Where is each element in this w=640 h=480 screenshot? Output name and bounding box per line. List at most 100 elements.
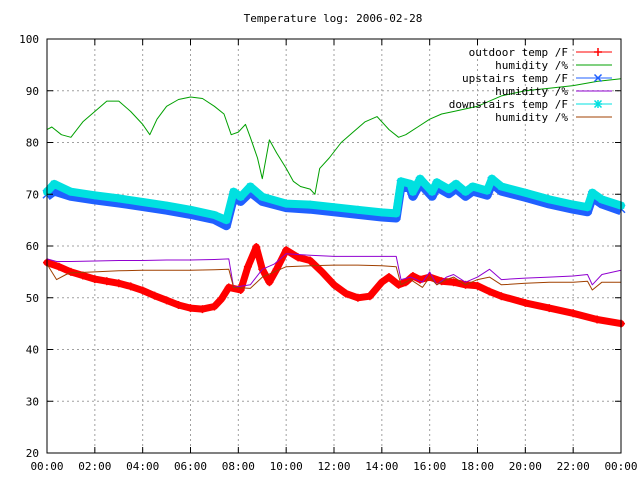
- x-tick-label: 20:00: [509, 460, 542, 473]
- series-layer: [42, 78, 626, 328]
- x-tick-label: 22:00: [557, 460, 590, 473]
- data-point: [66, 267, 75, 276]
- y-tick-label: 90: [26, 85, 39, 98]
- data-point: [90, 275, 99, 284]
- data-point: [210, 302, 219, 311]
- data-point: [330, 280, 338, 289]
- legend-entry: humidity /%: [495, 85, 612, 98]
- x-tick-label: 16:00: [413, 460, 446, 473]
- series-line: [46, 263, 622, 291]
- data-point: [198, 305, 207, 314]
- data-point: [174, 300, 183, 309]
- series-line: [43, 174, 625, 225]
- data-point: [408, 187, 417, 196]
- data-point: [353, 293, 362, 302]
- data-point: [485, 287, 494, 296]
- data-point: [377, 278, 386, 287]
- data-point: [521, 188, 530, 197]
- data-point: [114, 194, 123, 203]
- data-point: [265, 278, 274, 287]
- data-point: [396, 177, 405, 186]
- x-tick-label: 00:00: [604, 460, 637, 473]
- data-point: [90, 191, 99, 200]
- data-point: [186, 304, 195, 313]
- data-point: [483, 186, 492, 195]
- axes: 20 30 40 50 60 70 80 90 100 00:00 02:00 04:00 06:00 0…: [19, 33, 637, 473]
- data-point: [597, 195, 606, 204]
- data-point: [126, 282, 135, 291]
- data-point: [473, 281, 482, 290]
- data-point: [236, 192, 245, 201]
- x-tick-label: 08:00: [222, 460, 255, 473]
- data-point: [588, 188, 597, 197]
- y-tick-label: 100: [19, 33, 39, 46]
- data-point: [353, 205, 362, 214]
- series-4: [43, 174, 625, 225]
- legend-entry: upstairs temp /F: [462, 72, 612, 85]
- data-point: [224, 283, 233, 292]
- data-point: [428, 187, 437, 196]
- data-point: [66, 187, 75, 196]
- data-point: [330, 203, 338, 212]
- data-point: [210, 210, 219, 219]
- data-point: [365, 292, 374, 301]
- data-point: [102, 277, 111, 286]
- data-point: [545, 304, 554, 313]
- data-point: [306, 200, 315, 209]
- legend-entry: humidity /%: [495, 59, 612, 72]
- data-point: [243, 262, 252, 271]
- legend-entry: humidity /%: [495, 111, 612, 124]
- data-point: [282, 199, 291, 208]
- data-point: [392, 209, 401, 218]
- data-point: [306, 256, 315, 265]
- x-tick-label: 00:00: [30, 460, 63, 473]
- data-point: [487, 174, 496, 183]
- y-tick-label: 20: [26, 447, 39, 460]
- data-point: [258, 192, 267, 201]
- series-line: [46, 253, 622, 288]
- x-tick-label: 04:00: [126, 460, 159, 473]
- data-point: [593, 315, 602, 324]
- legend-label: outdoor temp /F: [469, 46, 568, 59]
- data-point: [54, 262, 63, 271]
- series-3: [46, 253, 622, 288]
- legend-label: humidity /%: [495, 111, 568, 124]
- data-point: [569, 200, 578, 209]
- data-point: [229, 187, 238, 196]
- data-point: [236, 285, 245, 294]
- x-tick-label: 12:00: [317, 460, 350, 473]
- series-5: [46, 263, 622, 291]
- grid-lines: [47, 39, 621, 453]
- data-point: [162, 201, 171, 210]
- data-point: [569, 309, 578, 318]
- legend-label: downstairs temp /F: [449, 98, 568, 111]
- data-point: [138, 286, 147, 295]
- chart-title: Temperature log: 2006-02-28: [244, 12, 423, 25]
- data-point: [318, 267, 327, 276]
- x-tick-label: 06:00: [174, 460, 207, 473]
- y-tick-label: 40: [26, 344, 39, 357]
- data-point: [377, 208, 386, 217]
- legend-label: humidity /%: [495, 85, 568, 98]
- data-point: [408, 272, 417, 281]
- y-tick-label: 50: [26, 292, 39, 305]
- y-tick-label: 70: [26, 188, 39, 201]
- data-point: [162, 296, 171, 305]
- data-point: [114, 279, 123, 288]
- x-tick-label: 14:00: [365, 460, 398, 473]
- y-tick-label: 60: [26, 240, 39, 253]
- data-point: [50, 179, 59, 188]
- data-point: [252, 243, 261, 252]
- series-1: [46, 78, 622, 195]
- data-point: [497, 292, 506, 301]
- x-tick-label: 18:00: [461, 460, 494, 473]
- data-point: [444, 185, 453, 194]
- series-line: [46, 78, 622, 195]
- data-point: [545, 195, 554, 204]
- y-tick-label: 30: [26, 395, 39, 408]
- data-point: [461, 187, 470, 196]
- data-point: [246, 182, 255, 191]
- data-point: [385, 273, 394, 282]
